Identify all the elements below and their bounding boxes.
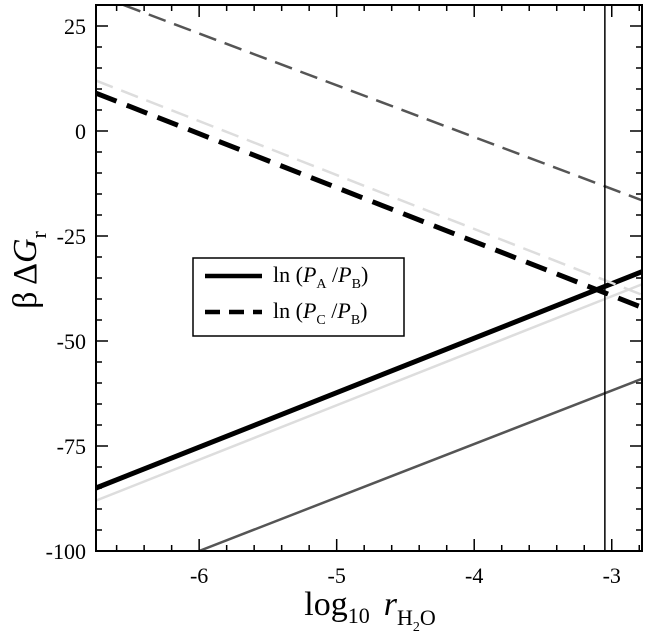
legend-label-sub1: A [316,277,327,292]
legend-label-p1: P [302,298,316,323]
legend-label-p2: P [337,262,351,287]
x-axis-label-var-sub3: O [420,605,436,630]
legend-label-suffix: ) [360,298,367,323]
y-axis-label-greek: β Δ [7,263,44,309]
y-tick-label: -100 [46,539,86,564]
y-tick-label: 25 [64,14,86,39]
dashed-series-line-5 [123,5,642,202]
x-tick-label: -6 [190,563,208,588]
y-tick-label: 0 [75,119,86,144]
legend-label-p1: P [302,262,316,287]
y-tick-label: -75 [57,434,86,459]
legend-label-sub2: B [351,313,360,328]
y-axis-label-sub: r [26,230,51,238]
legend: ln (PA /PB)ln (PC /PB) [192,257,405,337]
x-tick-label: -4 [465,563,483,588]
y-tick-label: -50 [57,329,86,354]
x-tick-label: -5 [328,563,346,588]
solid-series-line-1 [96,283,642,502]
legend-label-p2: P [336,298,350,323]
y-tick-label: -25 [57,224,86,249]
legend-label-sub1: C [316,313,325,328]
x-axis-label-var-sub: H [397,605,413,630]
x-tick-label: -3 [603,563,621,588]
legend-label-suffix: ) [361,262,368,287]
x-axis-label-var-sub2: 2 [413,620,420,635]
solid-series-line-2 [198,377,642,551]
solid-series-line-0 [96,269,642,491]
x-axis-label-main: log [304,586,347,623]
legend-label: ln (PA /PB) [273,262,368,292]
legend-label-prefix: ln ( [273,298,303,323]
y-axis-label-var: G [7,238,44,263]
legend-label: ln (PC /PB) [273,298,368,328]
x-axis-label: log10 rH2O [304,586,435,635]
legend-label-sep: / [326,298,339,323]
x-axis-label-var: r [384,586,398,623]
legend-label-sep: / [327,262,340,287]
x-axis-label-sub: 10 [348,603,370,628]
series-group [96,5,642,551]
y-axis-label: β ΔGr [7,230,51,308]
dashed-series-line-4 [96,79,642,296]
legend-box [192,257,405,337]
legend-label-prefix: ln ( [273,262,303,287]
legend-label-sub2: B [352,277,361,292]
